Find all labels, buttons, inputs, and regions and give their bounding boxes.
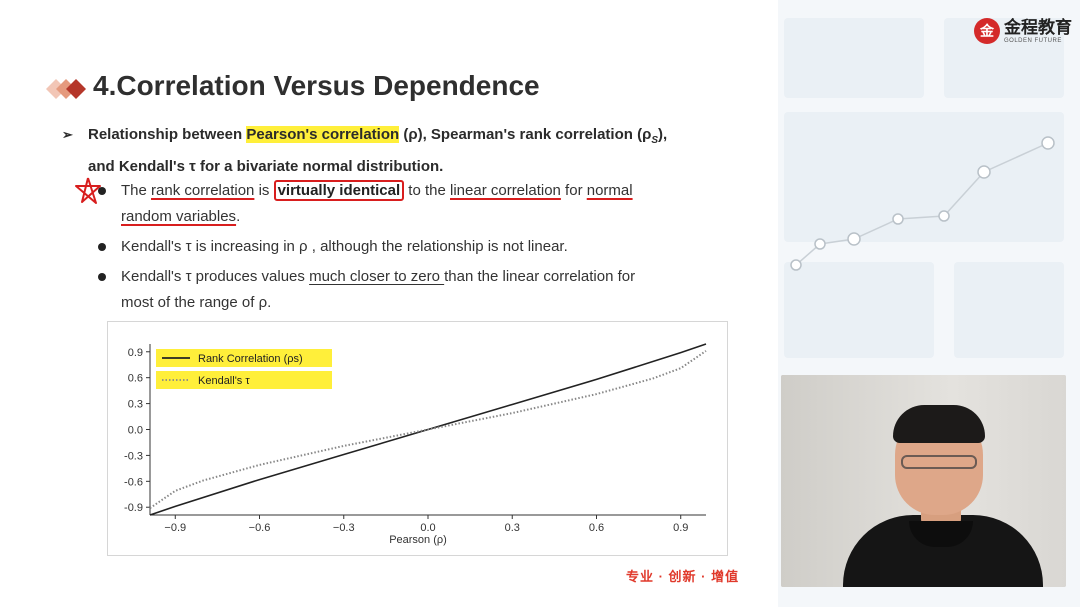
bullet-dot-icon	[98, 273, 106, 281]
sub1-text-c: to the	[404, 182, 450, 199]
logo-text: 金程教育	[1004, 17, 1072, 37]
decorative-background-panel	[778, 0, 1080, 607]
sub1-text-d: for	[560, 182, 587, 199]
x-tick-label: −0.3	[333, 522, 355, 534]
correlation-chart: −0.9 −0.6 −0.3 0.0 0.3 0.6 0.9 0.9 0.6 0.3 0.0 -0.3…	[107, 321, 728, 556]
arrow-bullet-icon: ➢	[62, 127, 73, 142]
x-tick-label: 0.3	[505, 522, 520, 534]
sub-bullet-2: Kendall's τ is increasing in ρ , althoug…	[98, 234, 708, 260]
legend-highlight	[156, 349, 332, 367]
star-annotation-icon	[75, 177, 101, 204]
x-tick-label: 0.9	[673, 522, 688, 534]
bullet-dot-icon	[98, 243, 106, 251]
series-line-2	[149, 350, 707, 509]
company-logo: 金 金程教育 GOLDEN FUTURE	[974, 18, 1072, 44]
legend-label: Kendall's τ	[198, 375, 250, 387]
sub2-text: Kendall's τ is increasing in ρ , althoug…	[121, 238, 568, 255]
slide-title: 4.Correlation Versus Dependence	[93, 70, 540, 101]
bullet1-text-a: Relationship between	[88, 126, 247, 143]
sub1-underline-2: linear correlation	[450, 182, 561, 199]
x-tick-label: −0.6	[249, 522, 271, 534]
main-bullet: ➢ Relationship between Pearson's correla…	[62, 122, 742, 180]
sub1-text-a: The	[121, 182, 152, 199]
legend-label: Rank Correlation (ρs)	[198, 353, 303, 365]
presenter-glasses	[901, 455, 977, 469]
y-tick-label: -0.9	[124, 502, 143, 514]
x-axis-label: Pearson (ρ)	[389, 534, 447, 546]
sub3-text-b: than the linear correlation for	[444, 268, 636, 285]
y-tick-label: -0.3	[124, 450, 143, 462]
chart-svg: −0.9 −0.6 −0.3 0.0 0.3 0.6 0.9 0.9 0.6 0.3 0.0 -0.3…	[124, 343, 707, 546]
sub1-underline-1: rank correlation	[151, 182, 255, 199]
decorative-line-graph	[790, 136, 1055, 271]
y-tick-label: 0.3	[128, 399, 143, 411]
bullet1-text-c: ),	[658, 126, 668, 143]
sub1-text-b: is	[254, 182, 274, 199]
bullet1-line2: and Kendall's τ for a bivariate normal d…	[88, 158, 444, 175]
title-diamonds-icon	[46, 79, 86, 99]
sub3-line2: most of the range of ρ.	[121, 294, 272, 311]
sub3-underline: much closer to zero	[309, 268, 445, 285]
sub1-underline-3: normal	[586, 182, 633, 199]
x-tick-label: −0.9	[164, 522, 186, 534]
sub3-text-a: Kendall's τ produces values	[121, 268, 310, 285]
sub-bullet-1: The rank correlation is virtually identi…	[98, 178, 708, 230]
sub-bullet-3: Kendall's τ produces values much closer …	[98, 264, 708, 316]
bullet1-highlight: Pearson's correlation	[246, 126, 400, 143]
x-tick-label: 0.0	[420, 522, 435, 534]
logo-mark-icon: 金	[974, 18, 1000, 44]
sub1-boxed-text: virtually identical	[273, 180, 405, 201]
bullet1-subscript: S	[651, 135, 659, 146]
y-tick-label: 0.9	[128, 347, 143, 359]
logo-subtext: GOLDEN FUTURE	[1004, 37, 1062, 44]
presenter-webcam	[781, 375, 1066, 587]
x-tick-label: 0.6	[589, 522, 604, 534]
y-tick-label: -0.6	[124, 476, 143, 488]
sub1-underline-4: random variables	[121, 208, 237, 225]
y-tick-label: 0.6	[128, 373, 143, 385]
sub1-text-e: .	[236, 208, 241, 225]
footer-slogan: 专业 · 创新 · 增值	[626, 569, 740, 584]
bullet-dot-icon	[98, 187, 106, 195]
bullet1-text-b: (ρ), Spearman's rank correlation (ρ	[399, 126, 652, 143]
y-tick-label: 0.0	[128, 425, 143, 437]
legend-highlight	[156, 371, 332, 389]
